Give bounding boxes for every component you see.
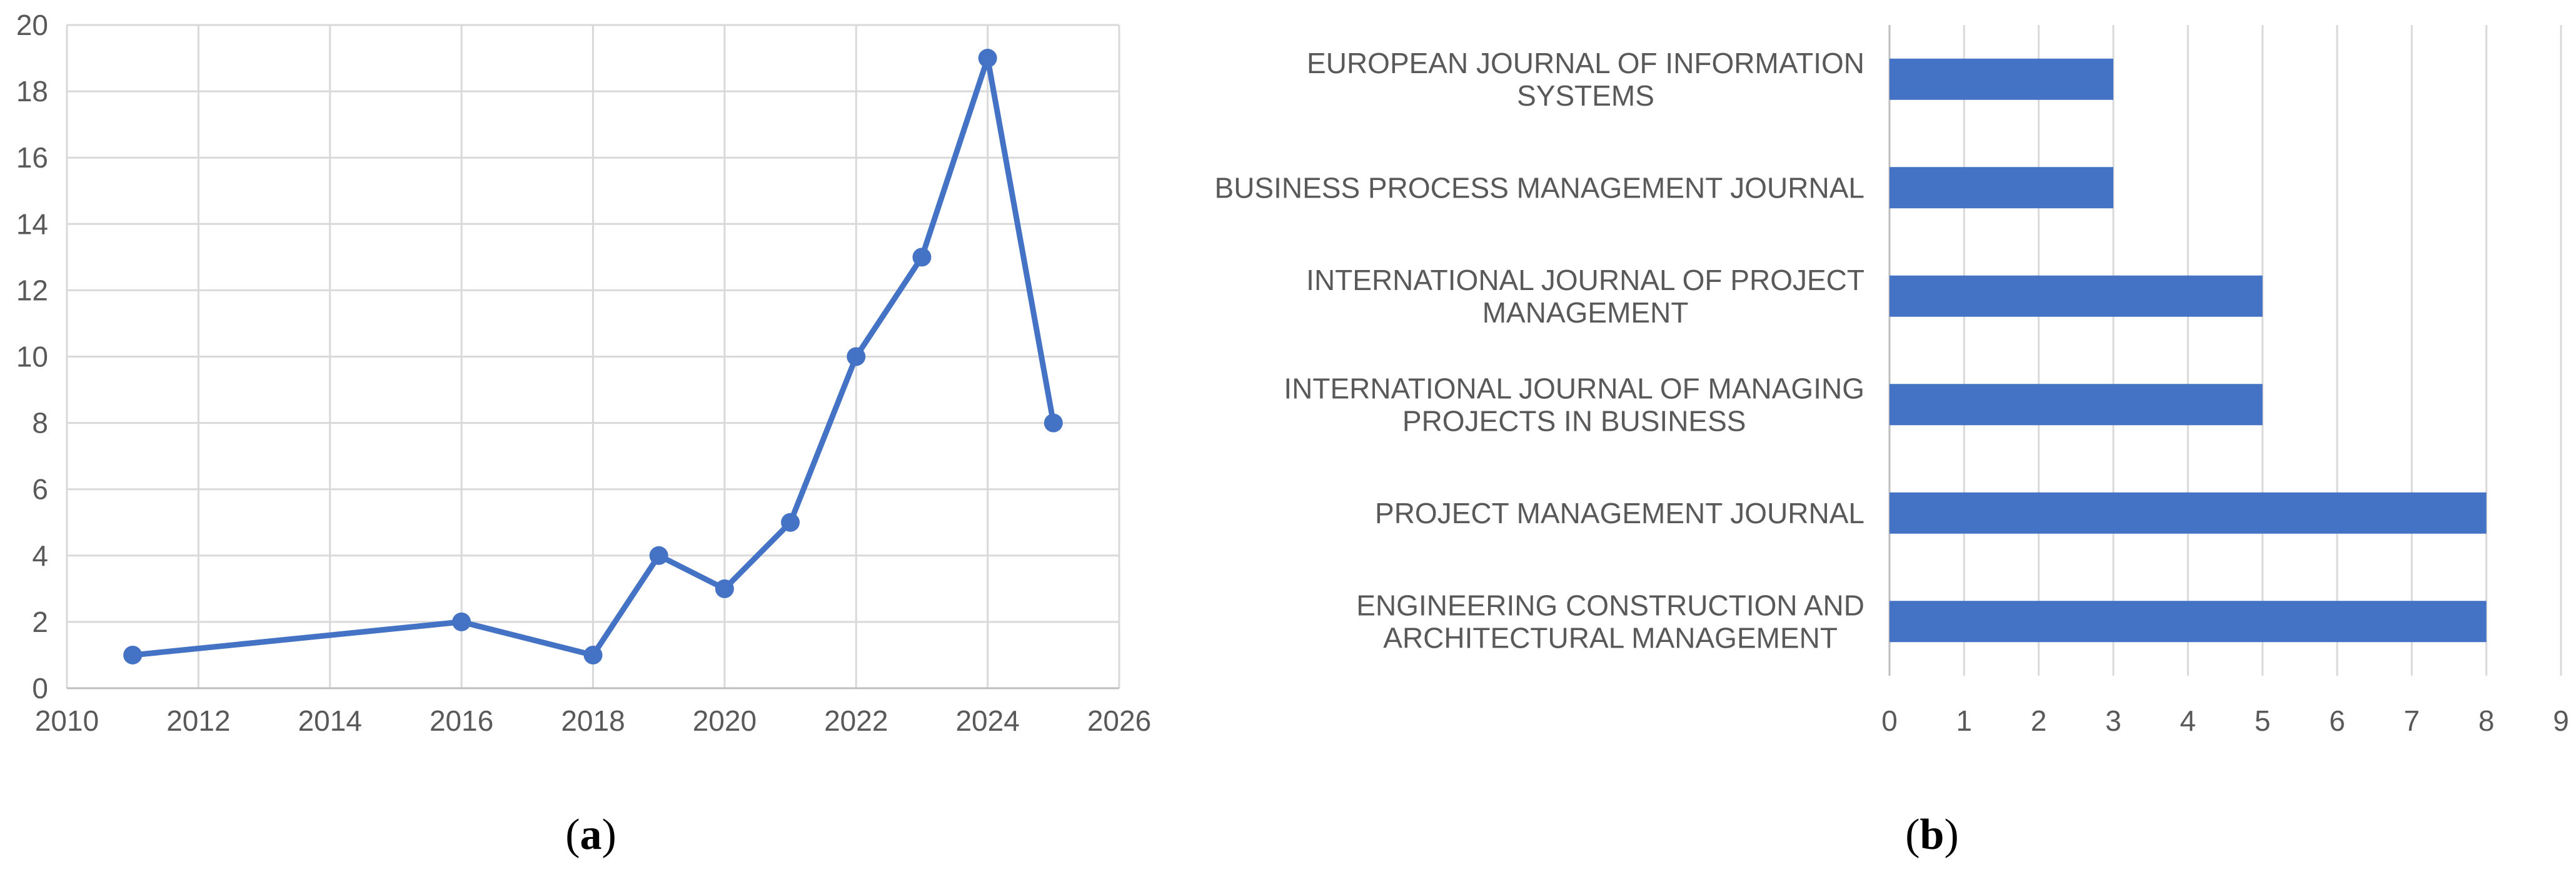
panel-label-b: (b) (1905, 811, 1959, 859)
category-label-line: SYSTEMS (1517, 79, 1654, 112)
bar (1889, 492, 2487, 534)
y-tick-label: 20 (16, 9, 48, 41)
line-chart-series (123, 49, 1063, 664)
data-point (123, 645, 143, 664)
x-tick-label: 2016 (430, 704, 493, 737)
bar-chart-bars (1889, 58, 2487, 643)
x-tick-label: 2 (2031, 704, 2047, 737)
x-tick-label: 4 (2180, 704, 2196, 737)
bar (1889, 601, 2487, 643)
x-tick-label: 2024 (955, 704, 1019, 737)
bar-chart-panel: 0 1 2 3 4 5 6 7 8 9 EUROPEAN JOURNAL OF INFORMATI… (1215, 25, 2569, 859)
data-point (847, 347, 866, 366)
y-tick-label: 0 (32, 672, 48, 704)
x-tick-label: 9 (2553, 704, 2569, 737)
x-tick-label: 0 (1881, 704, 1898, 737)
category-label: BUSINESS PROCESS MANAGEMENT JOURNAL (1215, 171, 1864, 204)
data-point (1044, 413, 1063, 433)
line-chart-gridlines (66, 24, 1120, 688)
panel-label-a: (a) (565, 811, 616, 859)
data-point (715, 579, 734, 598)
x-tick-label: 2010 (35, 704, 99, 737)
x-tick-label: 2022 (824, 704, 888, 737)
data-point (452, 612, 471, 631)
x-tick-label: 3 (2105, 704, 2121, 737)
x-tick-label: 1 (1956, 704, 1973, 737)
y-tick-label: 2 (32, 606, 48, 638)
category-label-line: MANAGEMENT (1482, 296, 1689, 329)
x-tick-label: 2012 (166, 704, 230, 737)
x-tick-label: 6 (2329, 704, 2345, 737)
bar (1889, 384, 2263, 426)
category-label: INTERNATIONAL JOURNAL OF MANAGING PROJECT… (1284, 372, 1864, 437)
y-tick-label: 18 (16, 75, 48, 108)
category-label-line: PROJECTS IN BUSINESS (1402, 404, 1746, 437)
category-label-line: INTERNATIONAL JOURNAL OF PROJECT (1306, 264, 1864, 296)
bar (1889, 58, 2113, 100)
category-label-line: PROJECT MANAGEMENT JOURNAL (1375, 497, 1864, 529)
category-label: PROJECT MANAGEMENT JOURNAL (1375, 497, 1864, 529)
y-tick-label: 16 (16, 141, 48, 174)
category-label: EUROPEAN JOURNAL OF INFORMATION SYSTEMS (1307, 47, 1864, 112)
category-label: INTERNATIONAL JOURNAL OF PROJECT MANAGEME… (1306, 264, 1864, 329)
category-label: ENGINEERING CONSTRUCTION AND ARCHITECTURA… (1356, 589, 1864, 654)
y-tick-label: 4 (32, 539, 48, 572)
x-tick-label: 7 (2404, 704, 2420, 737)
data-point (649, 546, 668, 565)
line-chart-x-tick-labels: 2010 2012 2014 2016 2018 2020 2022 2024 2026 (35, 704, 1151, 737)
category-label-line: INTERNATIONAL JOURNAL OF MANAGING (1284, 372, 1864, 404)
category-label-line: BUSINESS PROCESS MANAGEMENT JOURNAL (1215, 171, 1864, 204)
category-label-line: ARCHITECTURAL MANAGEMENT (1383, 621, 1838, 654)
category-label-line: EUROPEAN JOURNAL OF INFORMATION (1307, 47, 1864, 79)
data-point (781, 513, 800, 532)
bar-chart-gridlines (1963, 25, 2562, 676)
bar-chart-x-tick-labels: 0 1 2 3 4 5 6 7 8 9 (1881, 704, 2569, 737)
y-tick-label: 12 (16, 274, 48, 306)
x-tick-label: 2026 (1087, 704, 1151, 737)
y-tick-label: 10 (16, 341, 48, 373)
x-tick-label: 8 (2478, 704, 2495, 737)
category-label-line: ENGINEERING CONSTRUCTION AND (1356, 589, 1864, 621)
data-point (978, 49, 997, 68)
data-point (583, 645, 603, 664)
bar (1889, 167, 2113, 209)
y-tick-label: 6 (32, 473, 48, 506)
data-point (912, 248, 932, 267)
bar-chart-category-labels: EUROPEAN JOURNAL OF INFORMATION SYSTEMS BU… (1215, 47, 1864, 654)
x-tick-label: 2018 (561, 704, 625, 737)
series-line (129, 55, 1057, 658)
x-tick-label: 5 (2255, 704, 2271, 737)
line-chart-y-tick-labels: 0 2 4 6 8 10 12 14 16 18 20 (16, 9, 48, 704)
y-tick-label: 14 (16, 208, 48, 240)
x-tick-label: 2014 (298, 704, 362, 737)
y-tick-label: 8 (32, 407, 48, 439)
x-tick-label: 2020 (693, 704, 757, 737)
bar (1889, 275, 2263, 317)
